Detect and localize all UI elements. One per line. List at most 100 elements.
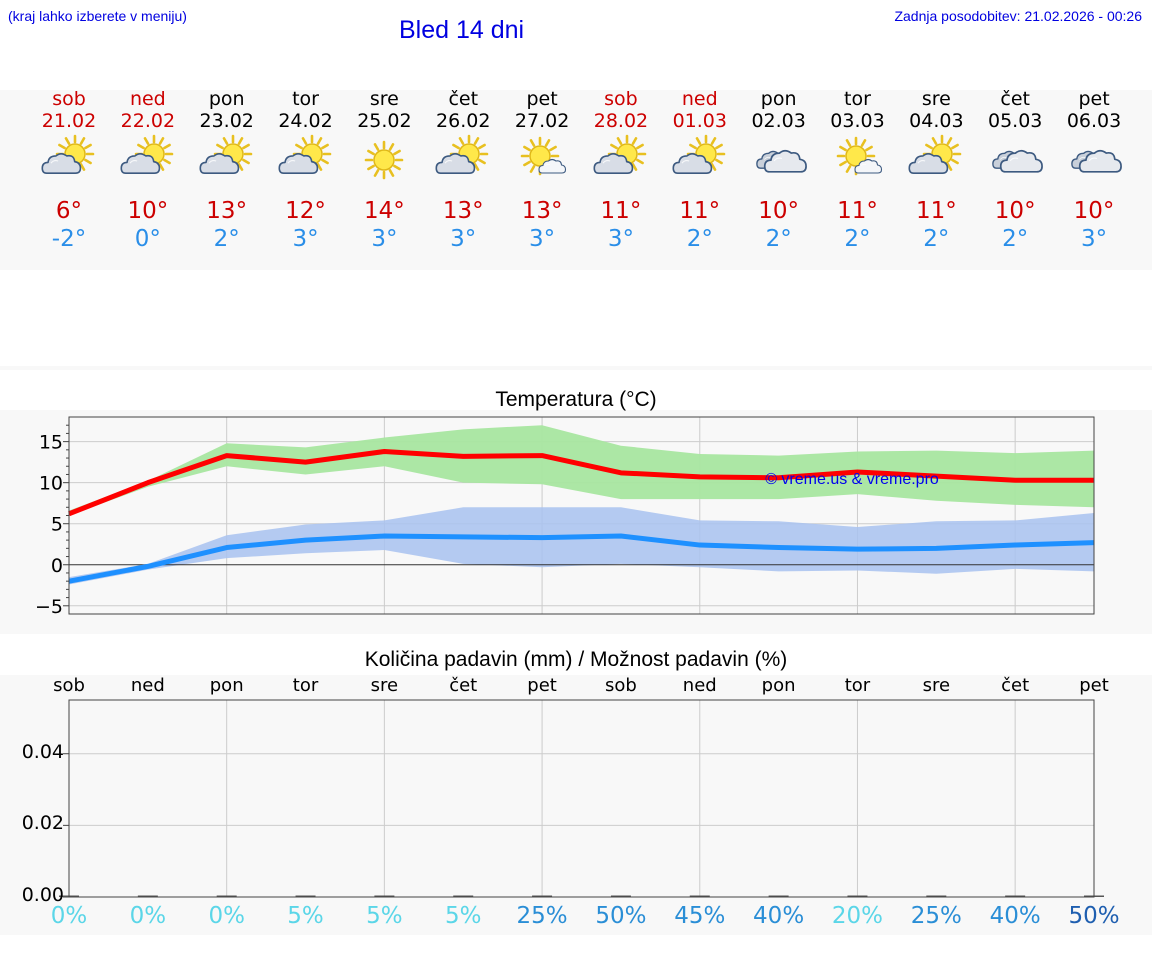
- y-tick-label: 0.02: [21, 812, 64, 835]
- forecast-band: [0, 90, 1152, 270]
- max-temp: 10°: [127, 198, 169, 224]
- y-tick-label: 0.00: [21, 884, 64, 906]
- day-name: sob: [604, 88, 638, 110]
- sun-cloud-icon: [41, 134, 97, 182]
- day-date: 05.03: [987, 110, 1043, 132]
- y-tick-label: 5: [51, 514, 63, 536]
- category-label: sob: [53, 675, 85, 696]
- precip-bar: [532, 895, 553, 897]
- precip-bar: [453, 895, 474, 897]
- y-tick-label: 10: [39, 473, 63, 495]
- precip-bar: [216, 895, 237, 897]
- precip-probability: 50%: [1068, 903, 1120, 929]
- precip-bar: [1005, 895, 1026, 897]
- day-date: 23.02: [199, 110, 254, 132]
- category-label: čet: [449, 675, 478, 696]
- min-temp: 3°: [371, 226, 398, 252]
- y-tick-label: 0: [51, 555, 63, 577]
- day-name: sre: [921, 88, 951, 110]
- day-name: sob: [52, 88, 86, 110]
- sun-cloud-icon: [278, 134, 334, 182]
- sun-cloud-icon: [672, 134, 728, 182]
- min-temp: -2°: [51, 226, 87, 252]
- max-temp: 11°: [600, 198, 642, 224]
- day-name: čet: [448, 88, 479, 110]
- precip-probability: 40%: [989, 903, 1041, 929]
- forecast-day-0: sob 21.02: [29, 88, 109, 132]
- forecast-day-7: sob 28.02: [581, 88, 661, 132]
- precip-probability: 40%: [753, 903, 805, 929]
- day-date: 06.03: [1066, 110, 1122, 132]
- precip-bar: [610, 895, 631, 897]
- max-temp: 10°: [758, 198, 800, 224]
- precip-probability: 0%: [50, 903, 88, 929]
- forecast-day-9: pon 02.03: [739, 88, 819, 132]
- precip-bar: [374, 895, 395, 897]
- day-name: pet: [1078, 88, 1110, 110]
- page-title: Bled 14 dni: [399, 16, 525, 44]
- max-temp: 11°: [915, 198, 957, 224]
- day-name: čet: [1000, 88, 1030, 110]
- cloud-icon: [987, 138, 1044, 182]
- sun-cloud-icon: [199, 134, 255, 182]
- y-tick-label: 0.04: [21, 740, 64, 763]
- precip-probability: 5%: [444, 903, 482, 929]
- day-date: 27.02: [514, 110, 570, 132]
- precip-probability: 5%: [366, 903, 403, 929]
- max-temp: 11°: [679, 198, 721, 224]
- precip-probability: 5%: [287, 903, 324, 929]
- precip-bar: [137, 895, 158, 897]
- sun-small-cloud-icon: [830, 136, 886, 182]
- max-temp: 11°: [837, 198, 878, 224]
- day-name: tor: [844, 88, 871, 110]
- min-temp: 3°: [1080, 226, 1108, 252]
- category-label: tor: [292, 675, 319, 696]
- precip-probability: 25%: [516, 903, 568, 929]
- precip-bar: [847, 895, 868, 897]
- forecast-day-5: čet 26.02: [423, 88, 503, 132]
- max-range-band: [69, 425, 1094, 516]
- day-name: pet: [526, 88, 558, 110]
- day-name: pon: [208, 88, 245, 110]
- max-temp: 13°: [521, 198, 563, 224]
- min-temp: 3°: [529, 226, 556, 252]
- forecast-day-2: pon 23.02: [187, 88, 267, 132]
- precip-probability: 25%: [910, 903, 962, 929]
- category-label: pon: [761, 675, 796, 696]
- forecast-day-6: pet 27.02: [502, 88, 582, 132]
- day-date: 24.02: [278, 110, 333, 132]
- precip-probability: 20%: [831, 903, 884, 929]
- forecast-day-10: tor 03.03: [818, 88, 898, 132]
- category-label: tor: [844, 675, 871, 696]
- precip-bar: [295, 895, 316, 897]
- day-date: 21.02: [41, 110, 97, 132]
- day-name: ned: [681, 88, 718, 110]
- precip-probability: 45%: [674, 903, 726, 929]
- max-temp: 12°: [285, 198, 326, 224]
- precip-probability: 0%: [208, 903, 245, 929]
- day-date: 04.03: [909, 110, 964, 132]
- min-temp: 3°: [450, 226, 477, 252]
- last-update: Zadnja posodobitev: 21.02.2026 - 00:26: [894, 8, 1142, 24]
- category-label: pon: [209, 675, 244, 696]
- forecast-day-11: sre 04.03: [896, 88, 976, 132]
- min-temp: 2°: [844, 226, 871, 252]
- day-date: 03.03: [830, 110, 885, 132]
- forecast-day-12: čet 05.03: [975, 88, 1055, 132]
- location-hint[interactable]: (kraj lahko izberete v meniju): [8, 8, 187, 24]
- cloud-icon: [1066, 138, 1122, 182]
- category-label: pet: [1079, 675, 1109, 696]
- max-temp: 13°: [442, 198, 484, 224]
- y-tick-label: 15: [39, 432, 63, 454]
- precip-probability: 50%: [595, 903, 647, 929]
- sun-cloud-icon: [593, 134, 649, 182]
- min-temp: 2°: [686, 226, 713, 252]
- forecast-day-13: pet 06.03: [1054, 88, 1134, 132]
- min-temp: 2°: [213, 226, 240, 252]
- category-label: čet: [1001, 675, 1030, 696]
- sun-cloud-icon: [120, 134, 176, 182]
- day-date: 22.02: [120, 110, 176, 132]
- precip-bar: [689, 895, 710, 897]
- precip-bar: [768, 895, 789, 897]
